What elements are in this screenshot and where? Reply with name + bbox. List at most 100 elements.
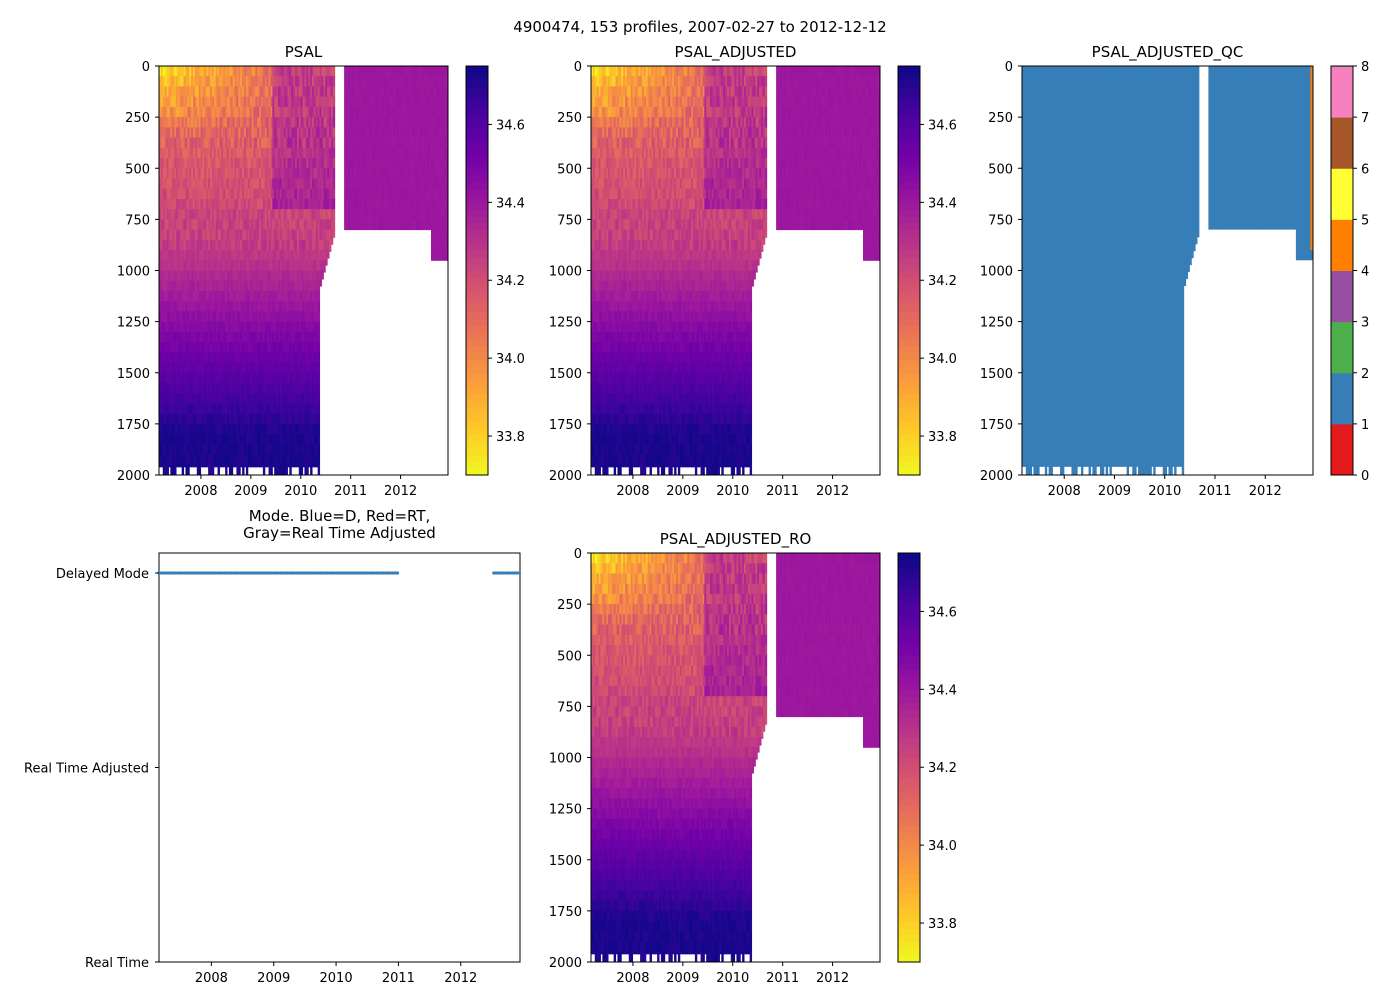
heatmap-cell bbox=[274, 158, 277, 169]
heatmap-cell bbox=[279, 321, 283, 333]
heatmap-cell bbox=[296, 342, 300, 353]
heatmap-cell bbox=[249, 239, 253, 251]
heatmap-cell bbox=[304, 362, 307, 374]
heatmap-cell bbox=[200, 331, 203, 343]
heatmap-cell bbox=[312, 209, 315, 220]
heatmap-cell bbox=[208, 270, 211, 282]
heatmap-cell bbox=[232, 137, 236, 149]
heatmap-cell bbox=[257, 86, 260, 98]
heatmap-cell bbox=[181, 250, 185, 261]
heatmap-cell bbox=[257, 178, 260, 190]
heatmap-cell bbox=[245, 382, 249, 394]
heatmap-cell bbox=[194, 168, 198, 179]
heatmap-cell bbox=[317, 96, 321, 108]
heatmap-cell bbox=[228, 331, 232, 343]
heatmap-cell bbox=[196, 301, 200, 312]
heatmap-cell bbox=[245, 362, 249, 374]
heatmap-cell bbox=[194, 147, 198, 159]
heatmap-cell bbox=[245, 342, 249, 353]
heatmap-cell bbox=[313, 382, 317, 394]
heatmap-cell bbox=[293, 434, 296, 445]
heatmap-cell bbox=[183, 321, 186, 333]
heatmap-cell bbox=[221, 454, 224, 466]
heatmap-cell bbox=[274, 352, 277, 364]
heatmap-cell bbox=[304, 209, 307, 220]
heatmap-cell bbox=[181, 178, 185, 190]
heatmap-cell bbox=[193, 178, 196, 190]
heatmap-cell bbox=[313, 147, 317, 159]
heatmap-cell bbox=[287, 342, 290, 353]
heatmap-cell bbox=[179, 76, 183, 87]
heatmap-cell bbox=[266, 331, 270, 343]
heatmap-cell bbox=[253, 127, 256, 139]
heatmap-cell bbox=[206, 96, 209, 108]
heatmap-cell bbox=[302, 403, 305, 415]
heatmap-cell bbox=[176, 117, 179, 128]
heatmap-cell bbox=[206, 444, 209, 456]
heatmap-cell bbox=[330, 178, 334, 190]
heatmap-cell bbox=[230, 352, 234, 364]
heatmap-cell bbox=[306, 280, 309, 292]
heatmap-cell bbox=[261, 147, 264, 159]
heatmap-cell bbox=[177, 464, 181, 468]
heatmap-cell bbox=[191, 198, 194, 210]
heatmap-cell bbox=[268, 454, 271, 466]
heatmap-cell bbox=[232, 352, 236, 364]
heatmap-cell bbox=[295, 158, 298, 169]
heatmap-cell bbox=[296, 434, 300, 445]
heatmap-cell bbox=[293, 229, 296, 241]
heatmap-cell bbox=[232, 76, 236, 87]
heatmap-cell bbox=[266, 260, 270, 271]
heatmap-cell bbox=[176, 403, 179, 415]
heatmap-cell bbox=[164, 260, 168, 271]
heatmap-cell bbox=[257, 137, 260, 149]
heatmap-cell bbox=[208, 321, 211, 333]
heatmap-cell bbox=[160, 290, 164, 302]
heatmap-cell bbox=[206, 382, 209, 394]
heatmap-cell bbox=[219, 372, 222, 384]
heatmap-cell bbox=[321, 158, 324, 169]
heatmap-cell bbox=[193, 444, 196, 456]
heatmap-cell bbox=[189, 96, 192, 108]
heatmap-cell bbox=[234, 270, 237, 282]
heatmap-cell bbox=[287, 270, 290, 282]
heatmap-cell bbox=[264, 321, 268, 333]
heatmap-cell bbox=[217, 198, 220, 210]
heatmap-cell bbox=[240, 127, 243, 139]
heatmap-cell bbox=[177, 86, 181, 98]
heatmap-cell bbox=[217, 464, 220, 476]
heatmap-cell bbox=[312, 106, 315, 118]
heatmap-cell bbox=[187, 168, 190, 179]
heatmap-cell bbox=[185, 413, 188, 425]
heatmap-cell bbox=[232, 86, 236, 98]
colorbar-cell bbox=[466, 461, 488, 469]
heatmap-cell bbox=[298, 86, 302, 98]
heatmap-cell bbox=[244, 321, 247, 333]
heatmap-cell bbox=[276, 137, 279, 149]
heatmap-cell bbox=[189, 331, 192, 343]
heatmap-cell bbox=[194, 290, 198, 302]
heatmap-cell bbox=[323, 270, 326, 273]
heatmap-cell bbox=[225, 96, 228, 108]
heatmap-cell bbox=[227, 158, 230, 169]
heatmap-cell bbox=[323, 209, 326, 220]
heatmap-cell bbox=[204, 66, 207, 77]
heatmap-cell bbox=[236, 127, 239, 139]
heatmap-cell bbox=[283, 423, 287, 435]
heatmap-cell bbox=[215, 260, 219, 271]
heatmap-cell bbox=[242, 280, 245, 292]
heatmap-cell bbox=[159, 444, 162, 456]
heatmap-cell bbox=[225, 413, 228, 425]
heatmap-cell bbox=[174, 321, 177, 333]
heatmap-cell bbox=[215, 444, 219, 456]
heatmap-cell bbox=[196, 331, 200, 343]
heatmap-cell bbox=[266, 393, 270, 404]
heatmap-cell bbox=[289, 280, 292, 292]
heatmap-cell bbox=[160, 311, 164, 323]
heatmap-cell bbox=[253, 464, 256, 468]
heatmap-cell bbox=[223, 321, 226, 333]
heatmap-cell bbox=[160, 66, 164, 77]
heatmap-cell bbox=[221, 96, 224, 108]
heatmap-cell bbox=[312, 66, 315, 77]
heatmap-cell bbox=[327, 198, 330, 210]
